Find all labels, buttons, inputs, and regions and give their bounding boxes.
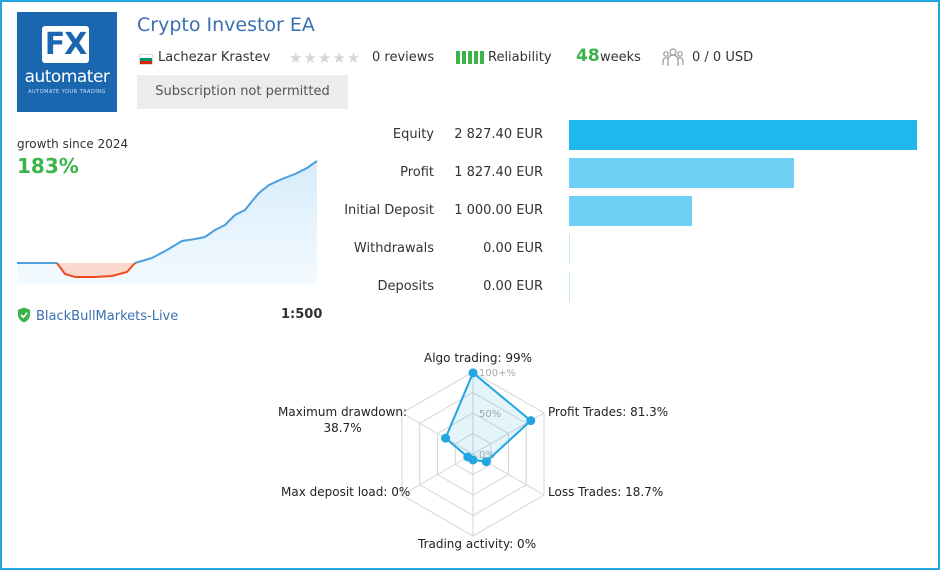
radar-scale-label-1: 100+% [479, 368, 516, 379]
stat-bar-withdrawals [569, 234, 570, 264]
drawdown-area [59, 263, 135, 277]
stat-bar-initial-deposit [569, 196, 692, 226]
growth-area [17, 161, 317, 285]
radar-scale-label-2: 50% [479, 409, 501, 420]
subscription-button[interactable]: Subscription not permitted [137, 75, 348, 109]
radar-point-1 [468, 368, 478, 378]
logo-brand: automater [24, 67, 110, 87]
broker-name: BlackBullMarkets-Live [36, 309, 179, 324]
radar-axis-label-6: Maximum drawdown: 38.7% [278, 405, 407, 435]
stat-bar-deposits [569, 272, 570, 302]
stat-bar-equity [569, 120, 917, 150]
growth-chart [17, 160, 318, 285]
radar-point-5 [463, 452, 473, 462]
weeks-unit: weeks [600, 50, 641, 65]
subscribers-icon [662, 48, 684, 66]
radar-point-3 [481, 457, 491, 467]
radar-axis-label-line2: 38.7% [323, 421, 362, 435]
radar-axis-label-4: Trading activity: 0% [418, 537, 537, 551]
stat-bar-profit [569, 158, 794, 188]
stat-value-withdrawals: 0.00 EUR [483, 241, 543, 256]
logo-tagline: AUTOMATE YOUR TRADING [28, 89, 106, 95]
radar-axis-label-1: Algo trading: 99% [424, 351, 533, 365]
subscribers-value: 0 / 0 USD [692, 50, 754, 65]
radar-axis-label-5: Max deposit load: 0% [281, 485, 411, 499]
logo-mark: FX [42, 26, 89, 63]
radar-scale-label-3: 0% [479, 450, 495, 461]
stat-value-initial-deposit: 1 000.00 EUR [454, 203, 543, 218]
stat-label-equity: Equity [392, 127, 434, 142]
radar-axis-line-6 [401, 412, 474, 455]
stat-value-deposits: 0.00 EUR [483, 279, 543, 294]
reliability-label: Reliability [488, 50, 552, 65]
growth-label: growth since 2024 [17, 137, 129, 151]
reviews-count[interactable]: 0 reviews [372, 50, 435, 65]
reliability-bars-icon [456, 51, 484, 64]
radar-axis-label-3: Loss Trades: 18.7% [548, 485, 664, 499]
radar-point-2 [526, 416, 536, 426]
stat-value-equity: 2 827.40 EUR [454, 127, 543, 142]
author-name[interactable]: Lachezar Krastev [158, 50, 271, 65]
broker-link[interactable]: BlackBullMarkets-Live [17, 307, 178, 324]
stat-value-profit: 1 827.40 EUR [454, 165, 543, 180]
signal-logo[interactable]: FX automater AUTOMATE YOUR TRADING [17, 12, 117, 112]
growth-value: 183% [17, 154, 79, 178]
drawdown-line [56, 262, 136, 278]
stat-label-initial-deposit: Initial Deposit [344, 203, 434, 218]
radar-axis-label-line1: Maximum drawdown: [278, 405, 408, 419]
growth-line [17, 160, 318, 264]
rating-stars-icon: ★★★★★ [289, 49, 362, 67]
signal-title[interactable]: Crypto Investor EA [137, 14, 315, 36]
stat-label-deposits: Deposits [377, 279, 434, 294]
radar-value-polygon [444, 371, 533, 463]
verified-shield-icon [18, 307, 30, 323]
radar-point-6 [441, 433, 451, 443]
bulgaria-flag-icon [139, 54, 153, 65]
weeks-value: 48 [576, 46, 600, 66]
radar-axis-line-5 [401, 453, 474, 496]
leverage-value: 1:500 [281, 307, 323, 322]
stat-label-profit: Profit [400, 165, 434, 180]
stat-label-withdrawals: Withdrawals [353, 241, 434, 256]
radar-axis-label-2: Profit Trades: 81.3% [548, 405, 669, 419]
